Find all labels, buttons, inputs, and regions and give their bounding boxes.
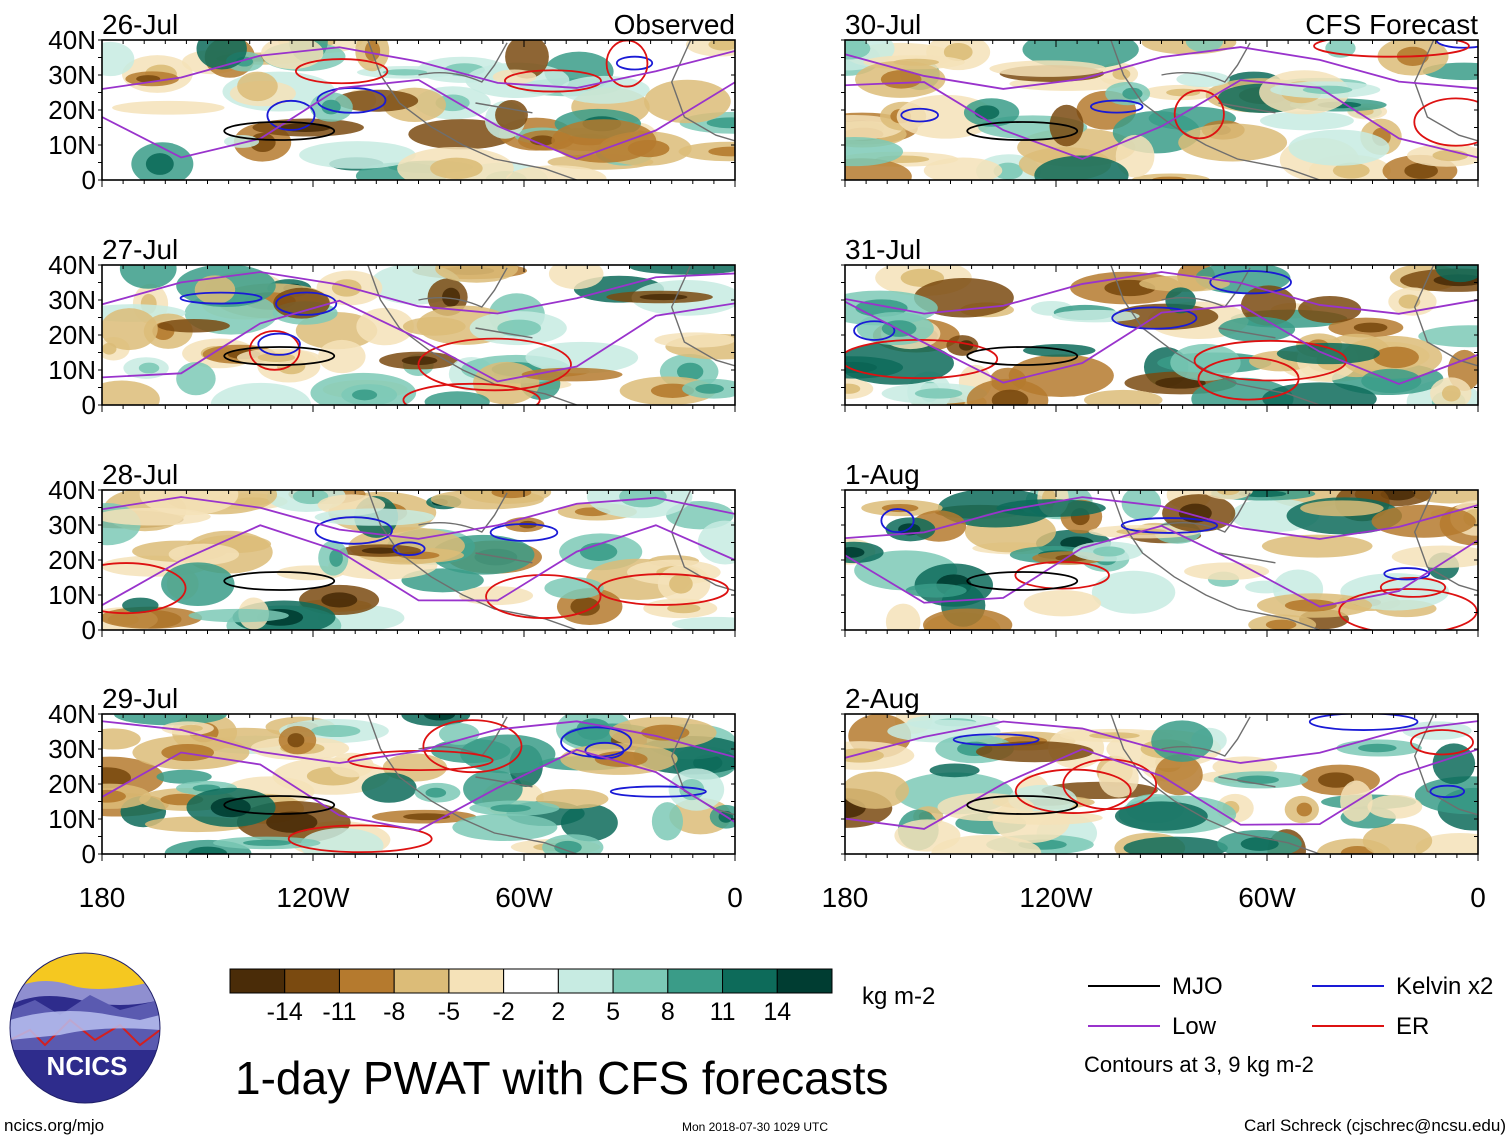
colorbar-swatch (722, 968, 778, 994)
panel-date-label: 1-Aug (845, 459, 920, 490)
y-tick-label: 30N (48, 60, 96, 90)
colorbar-units-label: kg m-2 (862, 983, 935, 1010)
x-tick-label: 0 (727, 882, 743, 913)
ncics-logo: NCICS (9, 952, 161, 1104)
colorbar-tick-label: -11 (322, 998, 356, 1026)
y-tick-label: 0 (82, 390, 96, 420)
legend-note: Contours at 3, 9 kg m-2 (1084, 1052, 1314, 1077)
map-panel-30-Jul: 30-Jul (841, 9, 1479, 187)
colorbar-tick-label: 2 (551, 998, 565, 1026)
forecast-label: CFS Forecast (1305, 9, 1478, 40)
footer-author: Carl Schreck (cjschrec@ncsu.edu) (1244, 1116, 1506, 1135)
colorbar-swatch (776, 968, 833, 994)
y-tick-label: 40N (48, 475, 96, 505)
observed-label: Observed (614, 9, 735, 40)
map-panels: 26-Jul40N30N20N10N027-Jul40N30N20N10N028… (48, 9, 1486, 913)
y-tick-label: 20N (48, 769, 96, 799)
y-tick-label: 20N (48, 545, 96, 575)
x-tick-label: 120W (1019, 882, 1093, 913)
panel-date-label: 30-Jul (845, 9, 921, 40)
y-tick-label: 30N (48, 285, 96, 315)
chart-title: 1-day PWAT with CFS forecasts (235, 1052, 889, 1104)
y-tick-label: 40N (48, 25, 96, 55)
colorbar-tick-label: -14 (267, 998, 303, 1026)
colorbar-swatch (393, 968, 450, 994)
panel-date-label: 27-Jul (102, 234, 178, 265)
colorbar-tick-label: -5 (438, 998, 460, 1026)
panel-date-label: 2-Aug (845, 683, 920, 714)
colorbar-swatch (557, 968, 614, 994)
x-tick-label: 0 (1470, 882, 1486, 913)
legend-label-kelvin: Kelvin x2 (1396, 973, 1493, 1000)
colorbar-swatch (503, 968, 559, 994)
map-panel-1-Aug: 1-Aug (841, 459, 1479, 637)
legend-label-er: ER (1396, 1013, 1429, 1040)
colorbar-tick-label: 14 (763, 998, 791, 1026)
colorbar-swatch (448, 968, 505, 994)
x-tick-label: 60W (1238, 882, 1296, 913)
colorbar-tick-label: 11 (710, 998, 736, 1026)
colorbar-swatch (612, 968, 669, 994)
x-tick-label: 60W (495, 882, 553, 913)
panel-date-label: 28-Jul (102, 459, 178, 490)
y-tick-label: 0 (82, 615, 96, 645)
y-tick-label: 10N (48, 130, 96, 160)
map-panel-31-Jul: 31-Jul (841, 234, 1479, 412)
legend: MJO Kelvin x2 Low ER (1088, 973, 1493, 1040)
y-tick-label: 20N (48, 320, 96, 350)
footer-site-link[interactable]: ncics.org/mjo (4, 1116, 104, 1135)
y-tick-label: 0 (82, 839, 96, 869)
colorbar-swatch (667, 968, 724, 994)
colorbar-swatch (338, 968, 395, 994)
legend-label-low: Low (1172, 1013, 1217, 1040)
map-panel-2-Aug: 2-Aug (841, 683, 1479, 861)
x-tick-label: 180 (79, 882, 126, 913)
y-tick-label: 40N (48, 699, 96, 729)
y-tick-label: 10N (48, 804, 96, 834)
colorbar-swatch (229, 968, 286, 994)
colorbar-tick-label: 5 (606, 998, 620, 1026)
panel-date-label: 26-Jul (102, 9, 178, 40)
legend-label-mjo: MJO (1172, 973, 1223, 1000)
y-tick-label: 20N (48, 95, 96, 125)
y-tick-label: 10N (48, 580, 96, 610)
colorbar-tick-label: -2 (493, 998, 515, 1026)
colorbar-swatch (284, 968, 340, 994)
y-tick-label: 40N (48, 250, 96, 280)
panel-date-label: 29-Jul (102, 683, 178, 714)
colorbar-tick-label: -8 (383, 998, 405, 1026)
colorbar-tick-label: 8 (661, 998, 675, 1026)
logo-text: NCICS (47, 1051, 128, 1081)
y-tick-label: 30N (48, 734, 96, 764)
y-tick-label: 0 (82, 165, 96, 195)
colorbar: -14 -11 -8 -5 -2 2 5 8 11 14 (229, 968, 833, 1026)
x-tick-label: 120W (276, 882, 350, 913)
y-tick-label: 10N (48, 355, 96, 385)
y-tick-label: 30N (48, 510, 96, 540)
footer-timestamp: Mon 2018-07-30 1029 UTC (682, 1120, 828, 1134)
panel-date-label: 31-Jul (845, 234, 921, 265)
x-tick-label: 180 (822, 882, 869, 913)
